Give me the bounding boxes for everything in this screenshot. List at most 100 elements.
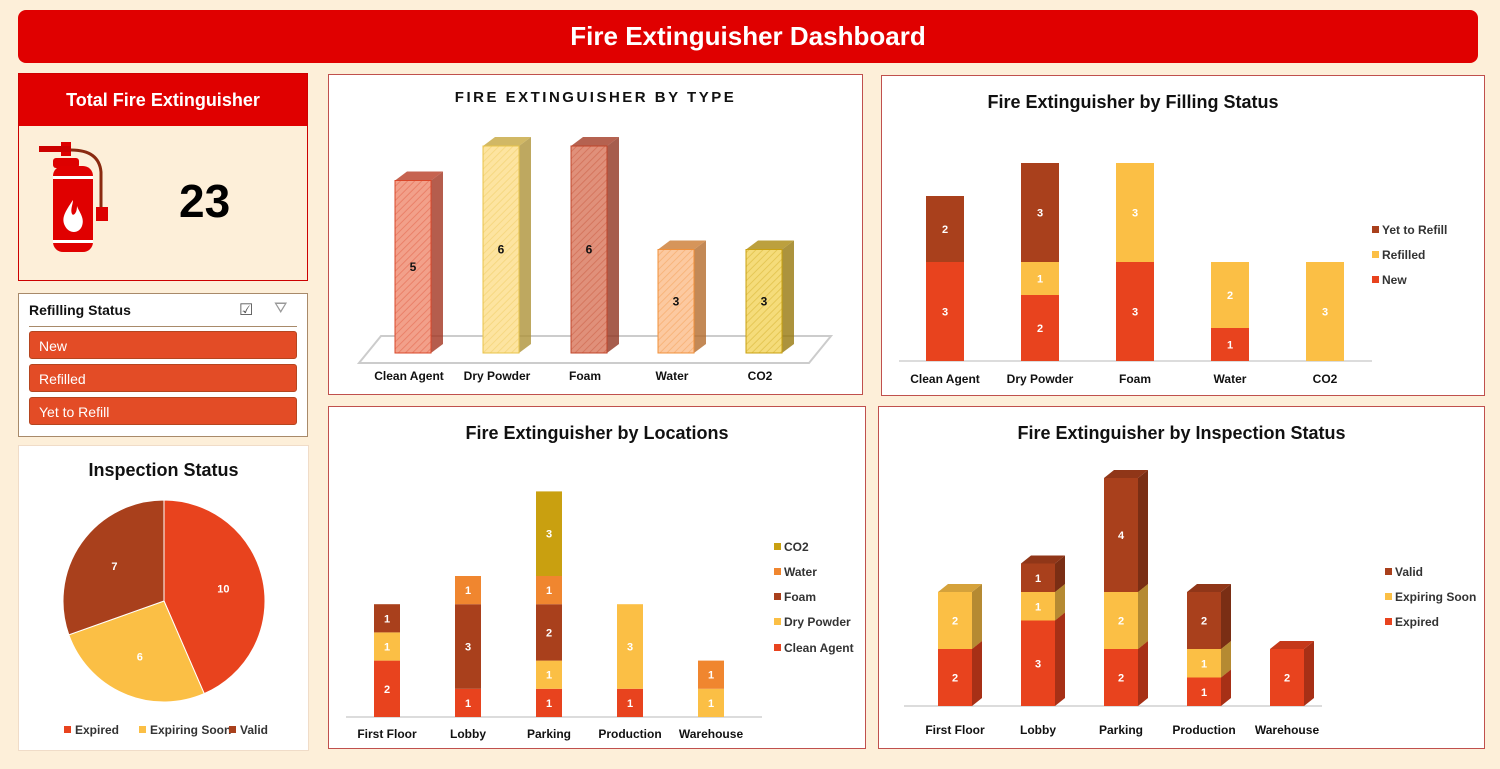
bar-segment-top xyxy=(1021,555,1065,564)
data-label: 2 xyxy=(1118,673,1124,685)
x-tick-label: Water xyxy=(1214,372,1247,386)
bar-clean-agent xyxy=(394,180,432,354)
bar-segment-side xyxy=(1055,584,1065,621)
data-label: 3 xyxy=(546,529,552,541)
pie-slice-expiring-soon xyxy=(68,600,205,703)
bar-segment-expired xyxy=(1187,677,1221,706)
slicer-item-refilled[interactable]: Refilled xyxy=(29,364,297,392)
data-label: 2 xyxy=(952,673,958,685)
slicer-title: Refilling Status xyxy=(29,302,131,318)
data-label: 1 xyxy=(546,585,552,597)
data-label: 1 xyxy=(708,670,714,682)
legend-swatch xyxy=(1385,593,1392,600)
chart-title: Fire Extinguisher by Filling Status xyxy=(987,92,1279,112)
legend-swatch xyxy=(1372,226,1379,233)
type-bar-chart: 5 Clean Agent 6 Dry Powder 6 Foam 3 Water 3 CO2 xyxy=(356,137,834,383)
data-label: 3 xyxy=(761,294,768,308)
data-label: 3 xyxy=(1037,208,1043,220)
data-label: 2 xyxy=(1227,290,1233,302)
legend-label: Refilled xyxy=(1382,248,1425,262)
data-label: 1 xyxy=(1201,658,1207,670)
x-tick-label: Dry Powder xyxy=(464,369,531,383)
data-label: 1 xyxy=(465,698,471,710)
bar-segment-clean-agent xyxy=(536,688,562,717)
clear-filter-icon[interactable]: ⛛ xyxy=(274,300,288,317)
data-label: 1 xyxy=(1201,687,1207,699)
legend-swatch xyxy=(229,726,236,733)
legend-swatch xyxy=(1385,568,1392,575)
bar-segment-water xyxy=(455,576,481,605)
legend-label: New xyxy=(1382,273,1407,287)
bar-segment-valid xyxy=(1187,592,1221,649)
data-label: 1 xyxy=(465,585,471,597)
inspection-bar-chart: 2 2 First Floor 3 1 1 Lobby 2 2 4 Parking 1 1 2 Produc… xyxy=(904,470,1476,737)
bar-top xyxy=(395,171,443,181)
multi-select-icon[interactable]: ☑ xyxy=(239,302,254,319)
legend-swatch xyxy=(139,726,146,733)
bar-segment-foam xyxy=(455,604,481,689)
legend-swatch xyxy=(774,618,781,625)
bar-segment-expiring-soon xyxy=(1021,592,1055,621)
slicer-item-yet-to-refill[interactable]: Yet to Refill xyxy=(29,397,297,425)
legend-label: Expiring Soon xyxy=(150,723,231,737)
bar-segment-top xyxy=(1187,584,1231,592)
divider xyxy=(29,326,297,327)
bar-foam xyxy=(570,145,608,354)
legend-label: Foam xyxy=(784,590,816,604)
legend-swatch xyxy=(774,644,781,651)
legend-label: Water xyxy=(784,565,817,579)
total-card: Total Fire Extinguisher 23 xyxy=(18,73,308,281)
bar-segment-valid xyxy=(1104,478,1138,592)
x-tick-label: Production xyxy=(1172,723,1235,737)
pie-data-label: 7 xyxy=(111,561,117,573)
bar-segment-water xyxy=(698,660,724,689)
bar-segment-co2 xyxy=(536,491,562,576)
bar-co2 xyxy=(745,249,783,354)
chart-title: Inspection Status xyxy=(88,460,239,480)
legend-label: Dry Powder xyxy=(784,615,851,629)
legend-label: Valid xyxy=(1395,565,1423,579)
bar-segment-new xyxy=(1116,262,1154,361)
bar-segment-foam xyxy=(374,604,400,633)
legend-label: Clean Agent xyxy=(784,641,854,655)
refilling-status-slicer: Refilling Status ☑ ⛛ New Refilled Yet to… xyxy=(18,293,308,437)
bar-segment-dry-powder xyxy=(374,632,400,661)
legend-label: CO2 xyxy=(784,540,809,554)
data-label: 2 xyxy=(1037,323,1043,335)
slicer-item-new[interactable]: New xyxy=(29,331,297,359)
locations-chart-panel: Fire Extinguisher by Locations 2 1 1 First … xyxy=(328,406,866,749)
pie-data-label: 6 xyxy=(137,652,143,664)
bar-segment-side xyxy=(1055,555,1065,592)
bar-segment-clean-agent xyxy=(374,660,400,717)
x-tick-label: Clean Agent xyxy=(910,372,980,386)
chart-title: Fire Extinguisher by Locations xyxy=(465,423,729,443)
legend-swatch xyxy=(1372,251,1379,258)
bar-segment-side xyxy=(972,641,982,706)
legend-label: Expiring Soon xyxy=(1395,590,1476,604)
x-tick-label: Foam xyxy=(569,369,601,383)
legend-label: Yet to Refill xyxy=(1382,223,1447,237)
data-label: 2 xyxy=(1118,616,1124,628)
bar-segment-new xyxy=(1021,295,1059,361)
bar-segment-yet-to-refill xyxy=(926,196,964,262)
x-tick-label: Warehouse xyxy=(1255,723,1320,737)
legend-label: Expired xyxy=(1395,615,1439,629)
x-tick-label: Dry Powder xyxy=(1007,372,1074,386)
bar-segment-dry-powder xyxy=(617,604,643,689)
bar-water xyxy=(657,249,695,354)
bar-segment-dry-powder xyxy=(698,688,724,717)
bar-segment-expiring-soon xyxy=(1104,592,1138,649)
data-label: 1 xyxy=(384,613,390,625)
legend-swatch xyxy=(774,568,781,575)
bar-segment-refilled xyxy=(1306,262,1344,361)
data-label: 3 xyxy=(465,642,471,654)
x-tick-label: CO2 xyxy=(1313,372,1338,386)
data-label: 1 xyxy=(546,698,552,710)
bar-segment-side xyxy=(1221,669,1231,706)
bar-segment-clean-agent xyxy=(617,688,643,717)
bar-side xyxy=(694,240,706,353)
data-label: 6 xyxy=(498,243,505,257)
bar-segment-water xyxy=(536,576,562,605)
bar-segment-foam xyxy=(536,604,562,661)
chart-title: FIRE EXTINGUISHER BY TYPE xyxy=(454,89,737,106)
